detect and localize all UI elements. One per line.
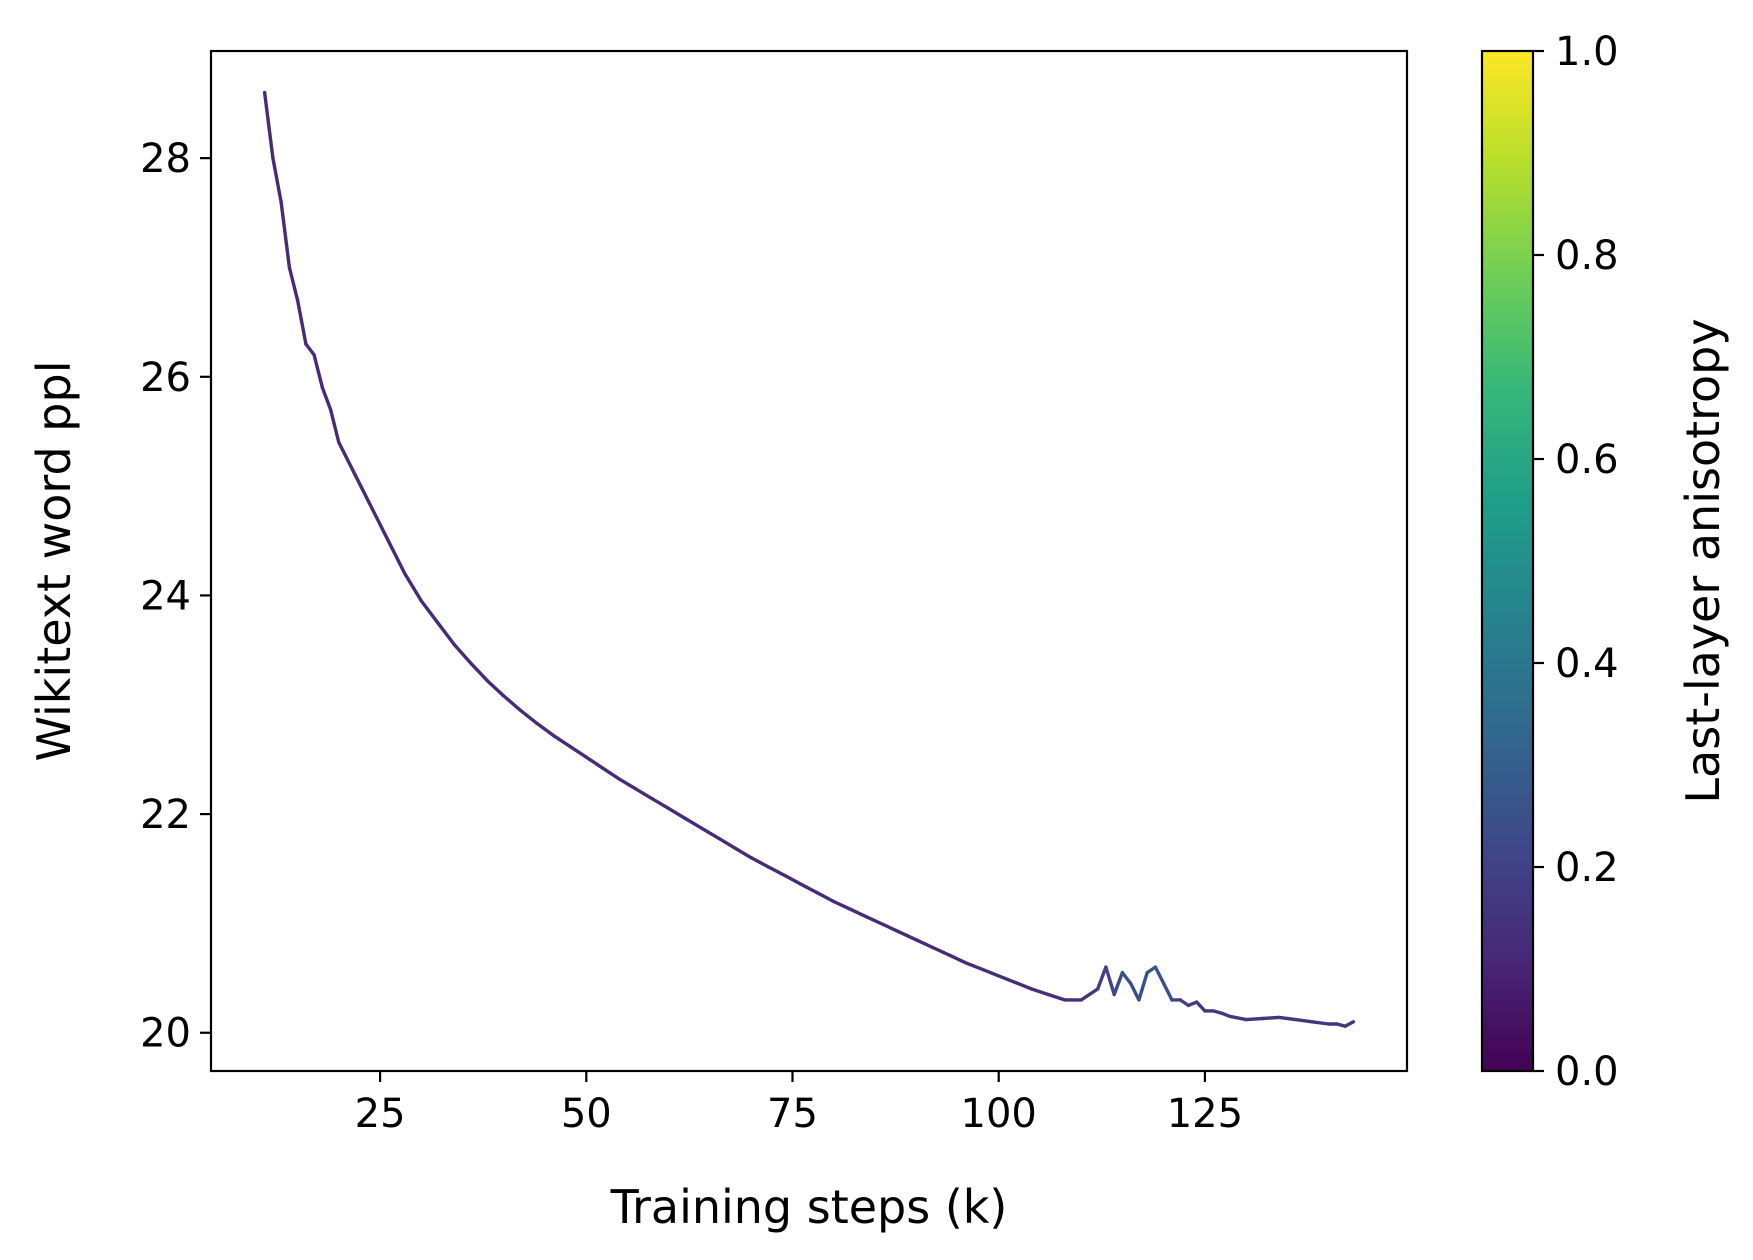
line-segment [733, 846, 753, 860]
line-segment [1227, 1014, 1248, 1022]
line-segment [848, 907, 869, 919]
line-segment [1161, 981, 1174, 1002]
line-segment [312, 353, 325, 390]
line-segment [815, 891, 836, 904]
line-segment [1029, 987, 1050, 997]
colorbar-gradient [1482, 51, 1533, 1071]
line-segment [1194, 1000, 1207, 1013]
y-tick-label: 24 [140, 573, 191, 619]
line-segment [683, 816, 704, 830]
line-segment [1128, 981, 1141, 1002]
line-segment [832, 899, 852, 911]
x-tick-label: 125 [1167, 1091, 1243, 1137]
line-segment [328, 407, 341, 445]
line-segment [304, 342, 316, 357]
line-segment [386, 539, 407, 576]
x-tick-label: 75 [767, 1091, 818, 1137]
x-tick-label: 100 [961, 1091, 1037, 1137]
line-segment [617, 777, 638, 791]
line-segment [931, 945, 951, 957]
line-segment [898, 930, 918, 942]
y-tick-label: 26 [140, 355, 191, 401]
line-segment [1104, 965, 1116, 997]
y-tick-label: 28 [140, 136, 191, 182]
line-segment [700, 826, 720, 840]
line-segment [601, 766, 621, 781]
line-segment [650, 797, 671, 811]
line-segment [749, 856, 770, 869]
line-segment [865, 915, 885, 927]
y-axis: 20 22 24 26 28 [140, 136, 211, 1057]
line-segment [551, 733, 572, 748]
line-segment [584, 755, 605, 770]
line-segment [518, 708, 539, 725]
line-segment [1244, 1016, 1265, 1022]
line-segment [262, 90, 275, 160]
colorbar-axis: 0.0 0.2 0.4 0.6 0.8 1.0 [1533, 29, 1619, 1095]
line-segment [964, 961, 984, 971]
x-tick-label: 25 [355, 1091, 406, 1137]
line-segment [1153, 965, 1166, 986]
y-tick-label: 20 [140, 1011, 191, 1057]
line-segment [419, 599, 440, 625]
line-segment [667, 806, 687, 821]
colorbar-tick-label: 0.8 [1555, 233, 1619, 279]
line-segment [568, 744, 588, 759]
line-segment [271, 156, 283, 204]
line-segment [799, 882, 819, 895]
colorbar-label: Last-layer anisotropy [1676, 318, 1730, 803]
line-segment [279, 200, 292, 270]
y-axis-label: Wikitext word ppl [27, 361, 81, 762]
line-segment [947, 953, 968, 965]
x-tick-label: 50 [561, 1091, 612, 1137]
line-segment [1120, 970, 1133, 986]
line-segment [634, 787, 654, 801]
line-segment [502, 694, 522, 712]
line-segment [716, 836, 737, 850]
line-segment [1293, 1017, 1314, 1024]
line-segment [1310, 1020, 1331, 1026]
x-axis-label: Training steps (k) [610, 1180, 1008, 1234]
line-segment [535, 721, 555, 738]
line-segment [980, 967, 1001, 978]
line-segment [782, 873, 803, 886]
line-segment [353, 473, 374, 510]
line-segment [436, 621, 456, 647]
colorbar-tick-label: 0.2 [1555, 845, 1619, 891]
plot-area-frame [209, 49, 1409, 1073]
line-segment [287, 265, 300, 302]
line-segment [1013, 980, 1034, 991]
colorbar-tick-label: 0.4 [1555, 641, 1619, 687]
colorbar-tick-label: 0.6 [1555, 437, 1619, 483]
line-segment [469, 661, 489, 683]
line-segment [1112, 970, 1125, 997]
line-segment [1046, 992, 1067, 1002]
line-segment [1260, 1015, 1281, 1021]
colorbar-tick-label: 0.0 [1555, 1049, 1619, 1095]
line-segment [997, 974, 1017, 985]
line-segment [485, 679, 506, 698]
y-tick-label: 22 [140, 792, 191, 838]
line-segment [766, 864, 786, 877]
colorbar-tick-label: 1.0 [1555, 29, 1619, 75]
line-segment [452, 642, 473, 665]
x-axis: 25 50 75 100 125 [355, 1071, 1243, 1137]
line-segment [1343, 1020, 1356, 1028]
line-segment [1277, 1015, 1298, 1022]
line-segment [914, 938, 935, 950]
colorbar-frame [1480, 49, 1535, 1073]
line-segment [403, 571, 423, 603]
line-segment [881, 922, 902, 934]
line-segment [337, 440, 357, 477]
line-segment [370, 506, 390, 543]
line-segment [320, 386, 333, 412]
line-segment [1095, 965, 1108, 991]
line-series [262, 90, 1356, 1028]
line-segment [1137, 970, 1149, 1002]
line-segment [295, 298, 308, 346]
